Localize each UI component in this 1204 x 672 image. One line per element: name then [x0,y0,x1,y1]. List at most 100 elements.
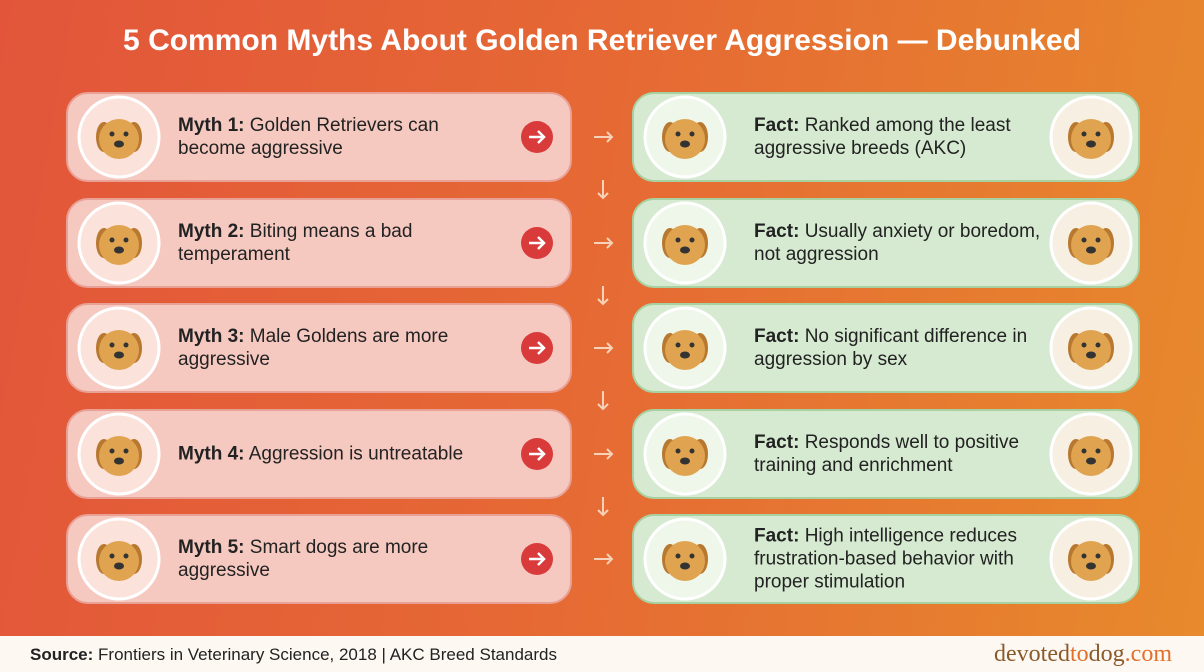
myth-body: Biting means a bad temperament [178,220,413,265]
dog-face [665,330,705,370]
source: Source: Frontiers in Veterinary Science,… [30,645,557,665]
down-arrow [597,391,609,411]
connector [594,447,614,460]
dog-eye [1095,342,1101,348]
dog-eye [109,448,115,453]
down-arrow [597,285,609,305]
down-arrow-path [597,285,609,305]
dog-eye [1095,237,1101,242]
arrow-button [521,121,553,153]
dog-eye [123,131,129,137]
myth-text: Myth 1: Golden Retrievers can become agg… [178,114,508,160]
dog-nose [1086,140,1096,148]
myth-card: Myth 3: Male Goldens are more aggressive [66,303,572,393]
connector-arrow [594,131,614,143]
fact-text: Fact: No significant difference in aggre… [754,325,1054,371]
connector-arrow [594,342,614,354]
dog-eye [1081,342,1087,348]
dog-nose [114,246,124,253]
dog-nose [1086,351,1096,359]
fact-card: Fact: No significant difference in aggre… [632,303,1140,393]
icon [1049,517,1133,601]
dog-eye [689,553,695,559]
dog-eye [675,342,681,348]
dog-nose [114,562,124,570]
dog-face [99,435,139,476]
brand-part: to [1070,641,1089,667]
icon [77,201,161,284]
dog-eye [689,448,695,453]
dog-eye [109,237,115,242]
arrow-button [521,437,553,470]
dog-eye [1081,553,1087,559]
brand: devotedtodog.com [994,641,1172,668]
dog-nose [114,351,124,359]
dog-eye [675,237,681,242]
fact-card: Fact: High intelligence reduces frustrat… [632,514,1140,604]
footer: Source: Frontiers in Veterinary Science,… [0,636,1204,672]
dog-face [665,541,705,581]
dog-nose [114,140,124,148]
dog-nose [680,246,690,253]
icon [643,201,727,284]
myth-body: Smart dogs are more aggressive [178,537,429,581]
myth-body: Golden Retrievers can become aggressive [178,115,439,159]
fact-body: Usually anxiety or boredom, not aggressi… [754,220,1041,265]
fact-card: Fact: Usually anxiety or boredom, not ag… [632,197,1140,288]
dog-nose [680,351,690,359]
dog-face [99,541,139,581]
dog-nose [680,457,690,464]
fact-text: Fact: Ranked among the least aggressive … [754,114,1054,160]
dog-face [1071,435,1111,476]
fact-text: Fact: Responds well to positive training… [754,431,1054,477]
fact-label: Fact: [754,115,800,136]
icon [77,517,161,601]
dog-eye [123,553,129,559]
icon [643,517,727,601]
myth-body: Male Goldens are more aggressive [178,326,449,370]
fact-card: Fact: Responds well to positive training… [632,408,1140,499]
connector [594,553,614,565]
dog-eye [1081,237,1087,242]
myth-text: Myth 2: Biting means a bad temperament [178,220,508,266]
fact-text: Fact: Usually anxiety or boredom, not ag… [754,220,1054,266]
dog-nose [114,457,124,464]
fact-body: Ranked among the least aggressive breeds… [754,115,1011,159]
dog-eye [1081,131,1087,137]
dog-eye [689,342,695,348]
myth-card: Myth 1: Golden Retrievers can become agg… [66,92,572,182]
icon [1049,306,1133,390]
brand-part: .com [1124,641,1172,667]
dog-eye [689,131,695,137]
fact-body: Responds well to positive training and e… [754,431,1020,476]
dog-face [1071,224,1111,265]
icon [77,95,161,179]
icon [1049,95,1133,179]
myth-label: Myth 2: [178,220,245,242]
dog-eye [123,342,129,348]
arrow [529,341,546,355]
fact-label: Fact: [754,525,800,547]
connector-arrow [594,236,614,249]
myth-label: Myth 1: [178,115,245,136]
dog-nose [1086,562,1096,570]
myth-label: Myth 5: [178,537,245,558]
icon [77,306,161,390]
dog-nose [1086,246,1096,253]
dog-eye [109,131,115,137]
down-arrow-path [597,496,609,516]
dog-eye [675,553,681,559]
dog-face [99,224,139,265]
dog-face [99,330,139,370]
connector-arrow [594,447,614,460]
icon [643,95,727,179]
dog-face [1071,119,1111,159]
dog-nose [680,140,690,148]
dog-eye [675,131,681,137]
dog-nose [1086,457,1096,464]
myth-text: Myth 5: Smart dogs are more aggressive [178,536,508,582]
fact-label: Fact: [754,431,800,453]
arrow-button [521,332,553,364]
icon [1049,201,1133,284]
